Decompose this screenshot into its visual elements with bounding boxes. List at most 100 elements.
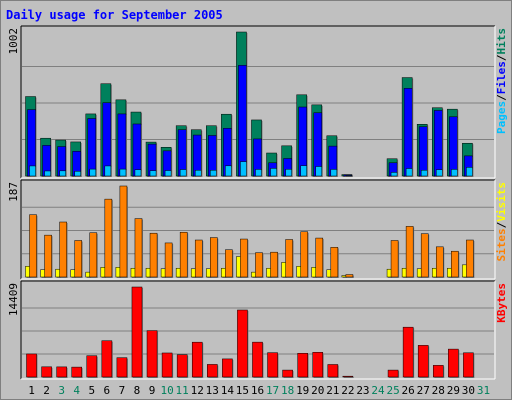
bar-pages <box>194 170 202 177</box>
bar-kbytes <box>312 352 324 378</box>
bar-pages <box>44 170 51 177</box>
bar-sites <box>300 231 308 278</box>
x-tick-label: 20 <box>311 384 324 397</box>
x-tick-label: 15 <box>236 384 249 397</box>
bar-sites <box>134 218 143 278</box>
legend-hits-files-pages: Pages/Files/Hits <box>495 28 508 134</box>
x-tick-label: 21 <box>326 384 339 397</box>
bar-files <box>87 118 97 177</box>
bar-sites <box>104 198 113 278</box>
bar-pages <box>89 168 97 177</box>
bar-kbytes <box>327 364 339 378</box>
x-tick-label: 27 <box>417 384 430 397</box>
legend-entry: Hits <box>495 28 508 55</box>
bar-pages <box>29 165 36 177</box>
bar-pages <box>390 172 398 177</box>
bar-sites <box>285 239 293 278</box>
x-tick-label: 5 <box>88 384 95 397</box>
x-tick-label: 24 <box>371 384 385 397</box>
x-tick-label: 29 <box>447 384 460 397</box>
bar-pages <box>466 167 473 177</box>
x-tick-label: 28 <box>432 384 445 397</box>
bar-files <box>117 113 127 177</box>
bar-pages <box>270 168 277 177</box>
bar-pages <box>285 168 292 177</box>
y-max-label-visits-sites: 187 <box>7 182 20 202</box>
x-tick-label: 6 <box>104 384 111 397</box>
bar-sites <box>119 185 128 278</box>
bar-kbytes <box>131 286 143 378</box>
bar-kbytes <box>86 355 98 378</box>
bar-pages <box>405 168 413 177</box>
bar-sites <box>345 274 354 278</box>
legend-kbytes: KBytes <box>495 283 508 323</box>
legend-entry: Visits <box>495 182 508 222</box>
bar-files <box>403 88 413 177</box>
bar-sites <box>405 226 414 278</box>
bar-pages <box>240 161 247 177</box>
x-tick-label: 14 <box>221 384 235 397</box>
bar-kbytes <box>161 352 173 378</box>
bar-sites <box>466 239 474 278</box>
bar-pages <box>451 169 458 177</box>
bar-kbytes <box>146 330 158 378</box>
bar-sites <box>59 221 67 278</box>
bar-kbytes <box>116 357 128 378</box>
bar-pages-shadow <box>346 176 353 177</box>
bar-sites <box>44 234 52 278</box>
bar-sites <box>240 238 248 278</box>
bar-sites <box>451 250 459 278</box>
bar-sites <box>149 232 158 278</box>
x-tick-label: 9 <box>149 384 156 397</box>
bar-kbytes <box>252 341 263 378</box>
panel-visits-sites: 187 Sites/Visits <box>7 179 508 280</box>
chart-title: Daily usage for September 2005 <box>6 8 223 22</box>
bar-kbytes-shadow <box>343 377 354 378</box>
bar-sites <box>74 240 83 278</box>
bar-kbytes <box>207 364 218 378</box>
legend-entry: / <box>495 54 508 61</box>
bar-files <box>208 135 217 177</box>
legend-entry: / <box>495 94 508 101</box>
x-tick-label: 26 <box>402 384 415 397</box>
bar-pages <box>74 171 82 177</box>
bar-kbytes <box>402 326 414 378</box>
bar-sites <box>390 240 399 278</box>
bar-pages <box>345 175 353 177</box>
x-tick-label: 22 <box>341 384 354 397</box>
bar-kbytes <box>463 352 474 378</box>
x-tick-label: 4 <box>73 384 80 397</box>
x-tick-label: 11 <box>176 384 189 397</box>
bar-pages <box>104 165 112 177</box>
x-tick-label: 13 <box>206 384 219 397</box>
x-tick-label: 17 <box>266 384 279 397</box>
bar-kbytes <box>432 365 444 378</box>
bar-kbytes <box>26 353 37 378</box>
legend-entry: Pages <box>495 101 508 134</box>
legend-entry: / <box>495 221 508 228</box>
bar-kbytes <box>282 369 293 378</box>
bar-sites <box>89 232 98 278</box>
legend-visits-sites: Sites/Visits <box>495 182 508 262</box>
x-tick-label: 2 <box>43 384 50 397</box>
bar-sites <box>164 242 173 278</box>
bar-sites <box>270 251 278 278</box>
bar-sites <box>225 249 233 278</box>
x-tick-label: 25 <box>386 384 399 397</box>
bar-pages <box>134 169 142 177</box>
bar-kbytes <box>267 352 278 378</box>
x-tick-label: 12 <box>191 384 204 397</box>
bar-kbytes <box>342 375 354 378</box>
bar-files-shadow <box>344 175 353 177</box>
bar-pages <box>330 169 338 177</box>
bar-pages <box>179 169 187 177</box>
bar-pages <box>225 165 232 177</box>
bar-pages <box>59 170 66 177</box>
panel-kbytes: 14409 KBytes <box>7 280 508 380</box>
bar-files <box>238 65 247 177</box>
x-tick-label: 16 <box>251 384 264 397</box>
bar-sites <box>330 247 339 278</box>
